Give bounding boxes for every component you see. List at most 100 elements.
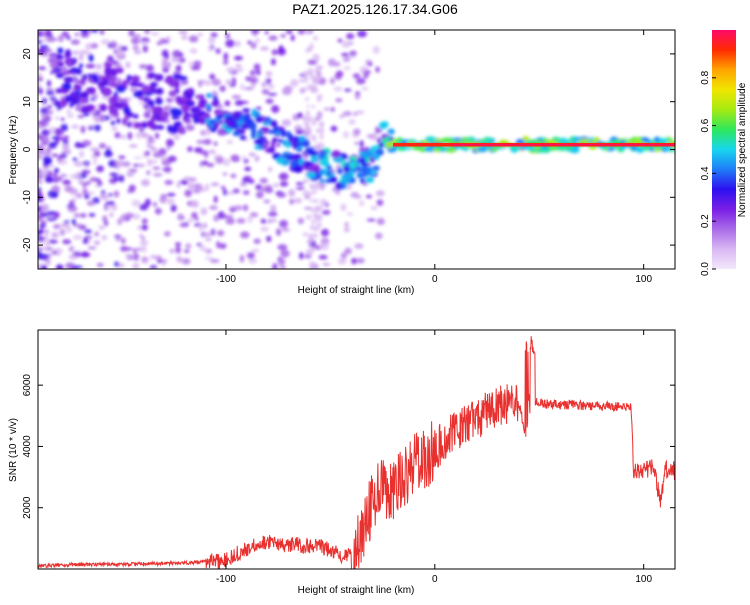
spectrogram-cell [74, 83, 80, 90]
spectrogram-cell [362, 73, 369, 79]
spectrogram-cell [150, 146, 158, 152]
spectrogram-cell [193, 116, 200, 124]
spectrogram-cell [317, 127, 325, 134]
spectrogram-cell [249, 70, 257, 76]
spectrogram-cell [213, 141, 218, 147]
spectrogram-cell [63, 179, 71, 184]
spectrogram-cell [320, 159, 328, 165]
spectrogram-ridge [55, 47, 396, 190]
spectrogram-cell [199, 150, 208, 155]
spectrogram-cell [91, 74, 98, 81]
spectrogram-cell [264, 187, 274, 194]
spectrogram-cell [102, 215, 108, 223]
spectrogram-cell [308, 116, 314, 122]
spectrogram-cell [120, 46, 128, 52]
spectrogram-cell [128, 30, 135, 37]
spectrogram-cell [174, 242, 182, 246]
spectrogram-cell [146, 143, 154, 149]
spectrogram-cell [219, 214, 230, 219]
spectrogram-cell [75, 193, 83, 199]
spectrogram-cell [476, 146, 488, 153]
spectrogram-cell [166, 36, 171, 41]
spectrogram-cell [104, 115, 110, 121]
spectrogram-cell [215, 114, 224, 119]
spectrogram-cell [152, 151, 163, 158]
spectrogram-cell [184, 189, 193, 197]
spectrogram-cell [337, 168, 343, 175]
spectrogram-cell [55, 128, 64, 136]
spectrogram-cell [169, 125, 179, 134]
spectrogram-cell [168, 90, 177, 97]
spectrogram-cell [258, 129, 263, 137]
spectrogram-cell [199, 161, 208, 166]
spectrogram-cell [206, 162, 215, 168]
spectrogram-cell [276, 192, 287, 198]
spectrogram-cell [176, 180, 181, 189]
spectrogram-cell [346, 212, 354, 216]
spectrogram-cell [178, 128, 186, 135]
spectrogram-cell [277, 244, 288, 251]
spectrogram-cell [185, 243, 192, 250]
spectrogram-cell [65, 78, 71, 85]
spectrogram-cell [253, 238, 261, 244]
spectrogram-cell [306, 239, 314, 244]
spectrogram-ylabel: Frequency (Hz) [8, 116, 19, 185]
spectrogram-cell [41, 167, 49, 176]
spectrogram-cell [160, 194, 166, 199]
spectrogram-cell [310, 208, 316, 213]
spectrogram-cell [73, 265, 83, 269]
spectrogram-cell [38, 206, 41, 213]
spectrogram-cell [260, 226, 269, 232]
spectrogram-cell [59, 102, 67, 108]
spectrogram-cell [271, 137, 279, 143]
spectrogram-cell [363, 69, 372, 75]
spectrogram-cell [79, 53, 84, 62]
spectrogram-cell [309, 198, 313, 203]
spectrogram-cell [51, 153, 58, 157]
spectrogram-cell [215, 48, 221, 54]
spectrogram-cell [207, 44, 212, 53]
spectrogram-cell [311, 120, 317, 126]
spectrogram-cell [240, 114, 245, 122]
spectrogram-cell [342, 131, 350, 139]
spectrogram-cell [44, 30, 52, 36]
spectrogram-cell [225, 79, 233, 85]
spectrogram-cell [155, 87, 164, 95]
spectrogram-cell [288, 188, 296, 197]
spectrogram-ytick-label: 10 [22, 96, 33, 108]
spectrogram-cell [226, 66, 236, 73]
spectrogram-cell [151, 159, 158, 164]
spectrogram-cell [38, 30, 44, 37]
spectrogram-cell [80, 91, 89, 99]
spectrogram-cell [270, 58, 276, 66]
spectrogram-cell [75, 68, 83, 75]
spectrogram-cell [312, 69, 320, 73]
spectrogram-cell [150, 116, 156, 123]
spectrogram-cell [139, 239, 149, 246]
spectrogram-cell [309, 183, 314, 189]
spectrogram-cell [141, 245, 147, 253]
spectrogram-cell [251, 110, 257, 116]
spectrogram-cell [352, 73, 361, 79]
spectrogram-cell [162, 167, 172, 172]
spectrogram-cell [298, 252, 304, 260]
spectrogram-cell [68, 254, 78, 260]
spectrogram-cell [259, 126, 270, 133]
spectrogram-cell [376, 199, 384, 206]
spectrogram-cell [163, 231, 171, 237]
spectrogram-cell [320, 198, 327, 207]
spectrogram-cell [293, 136, 300, 143]
spectrogram-cell [255, 191, 264, 199]
colorbar: 0.0 0.2 0.4 0.6 0.8 Normalized spectral ampl… [700, 30, 748, 276]
spectrogram-cell [38, 179, 44, 185]
spectrogram-cell [225, 217, 235, 225]
spectrogram-cell [232, 131, 241, 137]
spectrogram-cell [250, 42, 257, 49]
spectrogram-cell [178, 30, 188, 35]
spectrogram-cell [131, 199, 141, 207]
spectrogram-cell [114, 160, 125, 167]
spectrogram-cell [133, 50, 142, 55]
spectrogram-cell [425, 136, 436, 143]
spectrogram-cell [354, 93, 361, 100]
spectrogram-cell [51, 232, 59, 238]
